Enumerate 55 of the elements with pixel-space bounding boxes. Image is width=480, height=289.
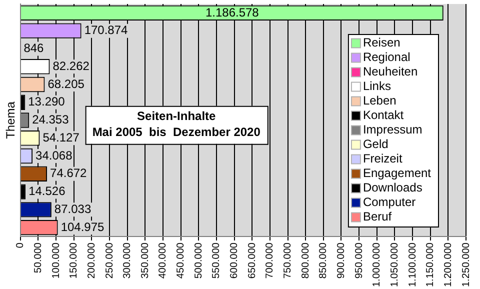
x-tick-label: 1.200.000 [442,242,454,288]
legend-label: Geld [362,137,388,152]
x-tick-label: 1.000.000 [372,242,383,288]
x-tick-label: 150.000 [68,242,80,279]
x-tick-label: 750.000 [282,242,294,279]
x-tick-label: 500.000 [193,242,204,279]
x-tick-label: 300.000 [122,242,134,279]
x-tick-label: 50.000 [32,242,44,274]
data-label: 24.353 [32,112,70,127]
y-axis-title: Thema [4,101,18,139]
x-tick-label: 100.000 [50,242,62,279]
legend-label: Computer [362,195,416,210]
text: Seiten-Inhalte [137,109,216,124]
data-label: 34.068 [36,148,73,162]
data-label: 68.205 [48,76,85,91]
x-tick-label: 800.000 [300,242,312,279]
legend-label: Engagement [362,166,432,180]
x-tick-label: 1.050.000 [389,242,400,288]
x-tick-label: 0 [15,242,26,248]
legend-label: Beruf [362,210,392,224]
legend-label: Links [362,79,391,94]
data-label: 846 [24,41,44,56]
legend-label: Leben [362,94,396,108]
x-tick-label: 700.000 [264,242,276,279]
x-tick-label: 1.100.000 [407,242,418,288]
legend-label: Downloads [362,180,422,195]
data-label: 13.290 [28,94,66,109]
data-label: 14.526 [28,184,66,198]
data-label: 54.127 [42,130,80,144]
x-tick-label: 850.000 [318,242,330,279]
legend-label: Reisen [362,36,400,50]
legend-label: Freizeit [362,152,403,166]
x-tick-label: 600.000 [229,242,240,279]
data-label: 1.186.578 [205,5,260,20]
x-tick-label: 1.150.000 [425,242,436,288]
x-tick-label: 350.000 [140,242,151,279]
x-tick-label: 400.000 [158,242,169,279]
x-tick-label: 950.000 [354,242,365,279]
data-label: 74.672 [50,166,88,180]
x-tick-label: 1.250.000 [460,242,472,288]
text: Mai 2005 bis Dezember 2020 [92,125,261,140]
data-label: 82.262 [52,58,90,73]
data-label: 104.975 [60,220,105,234]
x-tick-label: 550.000 [211,242,222,279]
data-label: 170.874 [84,23,128,38]
x-tick-label: 650.000 [246,242,258,279]
x-tick-label: 250.000 [104,242,116,279]
x-tick-label: 900.000 [336,242,347,279]
legend-label: Neuheiten [362,64,418,79]
legend-label: Regional [362,50,410,64]
x-tick-label: 450.000 [176,242,187,279]
legend-label: Impressum [362,122,422,137]
data-label: 87.033 [54,202,92,216]
x-tick-label: 200.000 [86,242,98,279]
legend-label: Kontakt [362,108,404,122]
